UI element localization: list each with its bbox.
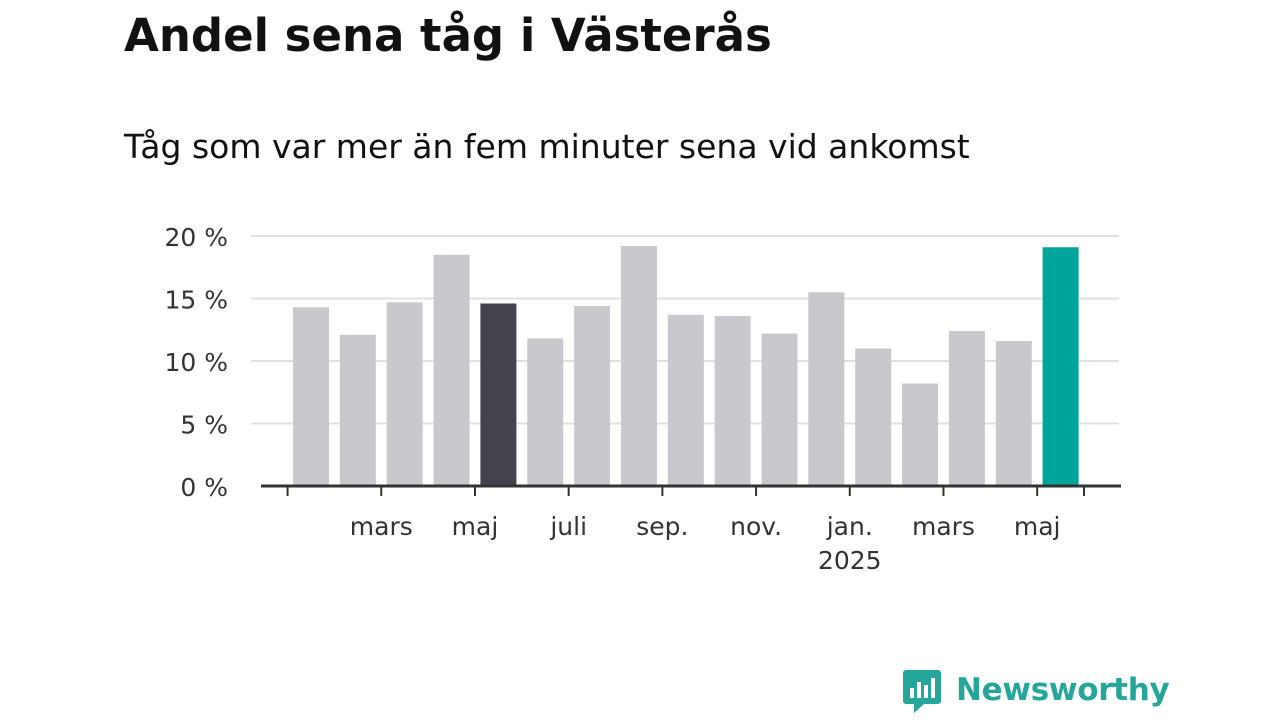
x-tick-label: maj [452, 512, 499, 541]
bar [948, 331, 985, 486]
bar [527, 338, 564, 486]
bar [574, 306, 611, 486]
x-tick-label: juli [549, 512, 587, 541]
bar-chart-speech-bubble-icon [903, 670, 941, 713]
bar [855, 348, 892, 486]
brand-name: Newsworthy [956, 672, 1170, 708]
x-tick-sublabel: 2025 [818, 546, 882, 575]
bar-chart: 0 % 5 % 10 % 15 % 20 % mars maj juli sep. nov. jan… [164, 223, 1121, 575]
chart-title: Andel sena tåg i Västerås [124, 9, 772, 62]
bar [902, 383, 939, 486]
bar [995, 341, 1032, 486]
y-tick-label: 15 % [164, 286, 228, 315]
newsworthy-logo: Newsworthy [902, 668, 1170, 720]
bar [808, 292, 845, 486]
y-tick-label: 0 % [180, 473, 228, 502]
x-tick-label: mars [350, 512, 413, 541]
y-tick-label: 5 % [180, 411, 228, 440]
bar [339, 334, 376, 486]
y-tick-label: 20 % [164, 223, 228, 252]
bar [620, 246, 657, 486]
bar [293, 307, 329, 486]
bar [667, 314, 704, 486]
bar [761, 333, 798, 486]
bar [433, 254, 470, 486]
x-tick-label: jan. [826, 512, 873, 541]
chart-subtitle: Tåg som var mer än fem minuter sena vid … [124, 127, 970, 166]
bar [1042, 247, 1079, 486]
bar [480, 303, 517, 486]
x-tick-label: sep. [636, 512, 688, 541]
x-tick-label: nov. [730, 512, 782, 541]
x-tick-label: maj [1014, 512, 1061, 541]
x-tick-label: mars [912, 512, 975, 541]
y-tick-label: 10 % [164, 348, 228, 377]
bar [386, 302, 423, 486]
bar [714, 316, 751, 486]
